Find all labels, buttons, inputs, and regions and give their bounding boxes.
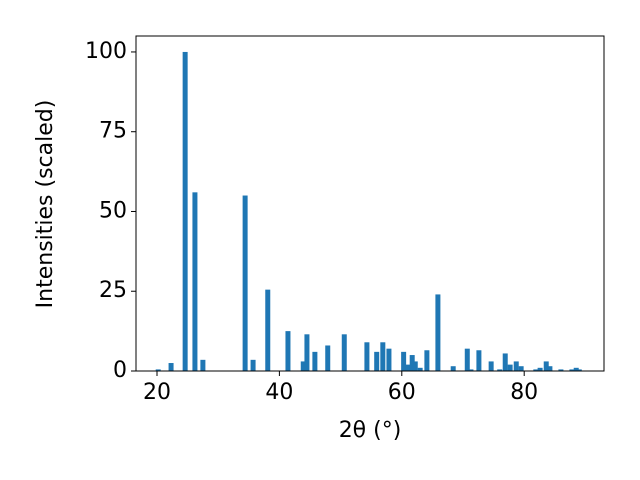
bar: [435, 294, 441, 371]
bar: [312, 351, 318, 371]
bar: [513, 361, 519, 371]
bar: [576, 369, 582, 371]
bar: [192, 192, 198, 371]
bar: [405, 364, 411, 371]
bar: [364, 342, 370, 371]
bar: [200, 359, 206, 371]
bar: [250, 359, 256, 371]
bar: [341, 334, 347, 371]
x-axis-label: 2θ (°): [339, 418, 402, 443]
bar: [468, 369, 474, 371]
y-axis-label: Intensities (scaled): [33, 100, 58, 309]
bar: [547, 366, 553, 371]
bar: [417, 367, 423, 371]
bar: [374, 351, 380, 371]
y-tick-label: 25: [99, 278, 127, 303]
bar: [488, 361, 494, 371]
bar: [450, 366, 456, 371]
bar: [242, 195, 248, 371]
bar: [412, 361, 418, 371]
bar: [304, 334, 310, 371]
bar: [518, 366, 524, 371]
y-tick-label: 50: [99, 198, 127, 223]
bar: [401, 351, 407, 371]
bar: [569, 369, 575, 371]
bar: [424, 350, 430, 371]
bar: [380, 342, 386, 371]
x-tick-label: 60: [388, 380, 416, 405]
bar: [325, 345, 331, 371]
bar: [386, 348, 392, 371]
x-tick-label: 80: [510, 380, 538, 405]
bar: [168, 363, 174, 371]
bar: [476, 350, 482, 371]
y-tick-label: 75: [99, 119, 127, 144]
y-tick-label: 0: [113, 358, 127, 383]
bar: [543, 361, 549, 371]
bar: [558, 369, 564, 371]
bar: [409, 355, 415, 371]
bar: [300, 361, 306, 371]
bar: [285, 331, 291, 371]
bar: [507, 364, 513, 371]
bar: [182, 51, 188, 371]
bar: [573, 367, 579, 371]
bar: [265, 289, 271, 371]
bar: [533, 369, 539, 371]
bar: [497, 369, 503, 371]
y-tick-label: 100: [85, 39, 127, 64]
x-tick-label: 40: [265, 380, 293, 405]
bar: [464, 348, 470, 371]
plot-frame: [135, 35, 605, 372]
x-tick-label: 20: [143, 380, 171, 405]
bar: [155, 369, 161, 371]
bar: [502, 353, 508, 371]
bar: [537, 367, 543, 371]
